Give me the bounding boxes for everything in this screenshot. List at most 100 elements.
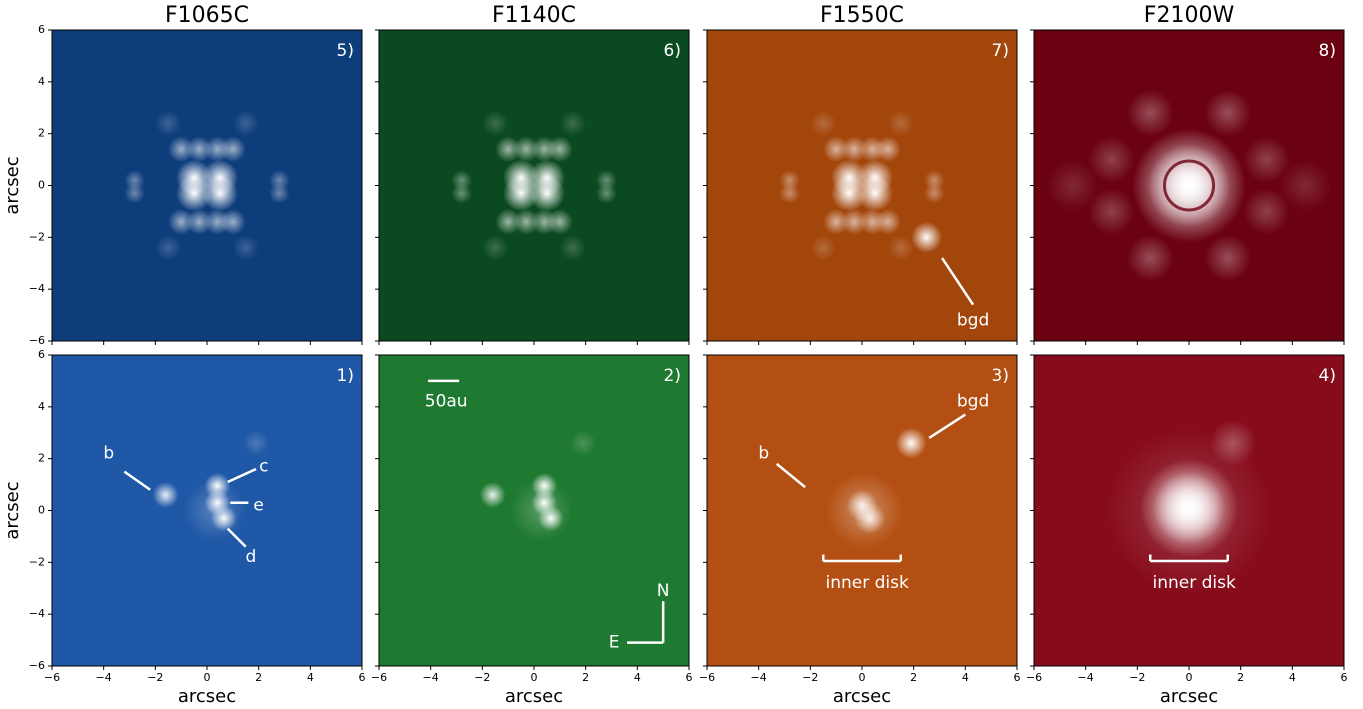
emission [152,482,179,508]
image-panel [52,355,362,666]
annotation: bgd [957,310,989,330]
panel-number: 8) [1319,41,1336,61]
emission [1243,188,1290,235]
x-tick-label: −4 [423,671,439,684]
emission [1279,159,1332,212]
emission [856,175,894,212]
x-tick-label: −4 [96,671,112,684]
emission [1127,234,1174,282]
x-tick-label: 4 [962,671,969,684]
y-tick-label: −2 [29,230,45,243]
image-panel [707,355,1017,666]
emission [911,221,943,253]
emission [810,110,837,137]
annotation: inner disk [825,573,908,593]
panel-title: F2100W [1144,3,1235,28]
x-tick-label: −2 [474,671,490,684]
emission [243,430,269,457]
image-panel [1034,355,1344,666]
x-tick-label: −2 [147,671,163,684]
emission [495,136,522,163]
emission [510,479,573,542]
emission [1204,89,1251,137]
emission [232,234,259,261]
annotation: E [609,633,620,653]
emission [479,482,506,508]
x-tick-label: 0 [859,671,866,684]
x-tick-label: −6 [1026,671,1042,684]
emission [546,136,573,163]
x-tick-label: −6 [371,671,387,684]
emission [823,208,850,235]
emission [874,208,901,235]
emission [841,136,868,163]
annotation: bgd [957,392,989,412]
emission [1147,144,1231,227]
emission [155,234,182,261]
panel-number: 1) [337,366,354,386]
emission [482,110,509,137]
x-tick-label: 2 [1237,671,1244,684]
x-tick-label: 0 [204,671,211,684]
x-axis-label: arcsec [178,686,236,707]
annotation-line [941,257,975,306]
emission [1243,136,1290,183]
annotation-line [775,462,806,489]
emission [546,208,573,235]
panel-title: F1065C [165,3,249,28]
annotation: c [259,456,268,476]
emission [825,471,904,550]
emission [1088,136,1135,183]
emission [176,175,213,212]
x-tick-label: −6 [44,671,60,684]
y-tick-label: 6 [38,348,45,361]
panel-title: F1550C [820,3,904,28]
x-axis-label: arcsec [505,686,563,707]
emission [559,110,586,137]
emission [219,208,246,235]
panel-number: 4) [1319,366,1336,386]
image-panel [707,30,1017,341]
y-tick-label: 4 [38,400,45,413]
panel-number: 2) [664,366,681,386]
y-tick-label: −2 [29,555,45,568]
x-tick-label: 6 [1014,671,1021,684]
annotation-line [227,467,257,484]
x-axis-label: arcsec [833,686,891,707]
panel-number: 5) [337,41,354,61]
panel-title: F1140C [492,3,576,28]
emission [232,110,259,137]
annotation: d [246,547,257,567]
y-tick-label: 2 [38,452,45,465]
x-tick-label: 2 [582,671,589,684]
y-tick-label: −4 [29,282,45,295]
emission [168,208,195,235]
annotation: 50au [425,392,468,412]
x-tick-label: −2 [802,671,818,684]
x-axis-label: arcsec [1160,686,1218,707]
panel-number: 7) [992,41,1009,61]
panel-number: 6) [664,41,681,61]
y-tick-label: 4 [38,75,45,88]
emission [269,182,290,204]
emission [482,234,509,261]
x-tick-label: −2 [1129,671,1145,684]
x-tick-label: 2 [910,671,917,684]
emission [495,208,522,235]
emission [596,182,617,204]
annotation: N [657,581,670,601]
image-panel [52,30,362,341]
emission [513,136,540,163]
annotation: b [758,443,769,463]
emission [895,427,927,459]
emission [823,136,850,163]
emission [186,208,213,235]
y-tick-label: 0 [38,179,45,192]
emission [513,208,540,235]
emission [183,479,246,542]
emission [810,234,837,261]
x-tick-label: 0 [1186,671,1193,684]
annotation: b [103,443,114,463]
y-tick-label: 6 [38,23,45,36]
